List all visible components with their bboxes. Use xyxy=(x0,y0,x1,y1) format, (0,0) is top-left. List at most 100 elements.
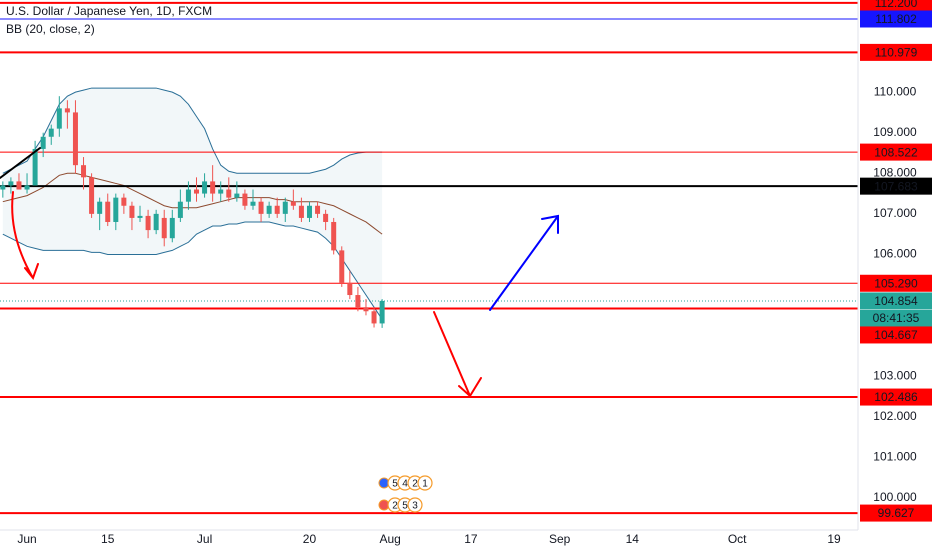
level-label: 112.200 xyxy=(875,0,918,10)
event-count: 1 xyxy=(422,479,428,490)
candle-body xyxy=(282,201,288,214)
candle-body xyxy=(242,193,248,206)
candle-body xyxy=(218,189,224,194)
candle-body xyxy=(210,181,216,194)
event-count: 5 xyxy=(392,479,398,490)
y-tick-label: 102.000 xyxy=(873,409,917,423)
candle-body xyxy=(8,181,14,186)
candle-body xyxy=(169,217,175,239)
y-tick-label: 107.000 xyxy=(873,206,917,220)
candle-body xyxy=(323,213,329,222)
candle-body xyxy=(234,193,240,198)
level-label-box xyxy=(860,43,932,61)
y-tick-label: 103.000 xyxy=(873,368,917,382)
x-tick-label: 19 xyxy=(827,532,841,546)
level-label: 105.290 xyxy=(874,276,918,290)
countdown-box xyxy=(860,309,932,327)
x-tick-label: Sep xyxy=(549,532,571,546)
x-tick-label: 15 xyxy=(101,532,115,546)
candle-body xyxy=(64,108,70,113)
event-count: 5 xyxy=(402,501,408,512)
arrow-down xyxy=(433,311,482,398)
bollinger-basis xyxy=(2,172,383,235)
x-tick-label: Aug xyxy=(380,532,401,546)
candle-body xyxy=(315,205,321,214)
level-label-box xyxy=(860,10,932,28)
candle-body xyxy=(371,311,377,324)
trend-line xyxy=(0,147,41,179)
level-label: 110.979 xyxy=(875,46,918,60)
candle-body xyxy=(81,165,87,178)
event-count: 4 xyxy=(402,479,408,490)
candle-body xyxy=(56,108,62,129)
y-tick-label: 108.000 xyxy=(873,165,917,179)
y-tick-label: 110.000 xyxy=(874,84,917,98)
y-tick-label: 106.000 xyxy=(873,247,917,261)
candle-body xyxy=(339,250,345,283)
y-tick-label: 101.000 xyxy=(873,450,917,464)
level-label-box xyxy=(860,0,932,12)
x-tick-label: 17 xyxy=(464,532,478,546)
candle-body xyxy=(347,282,353,296)
candle-body xyxy=(363,307,369,312)
candle-body xyxy=(89,177,95,214)
candle-body xyxy=(379,300,385,324)
level-label: 102.486 xyxy=(874,390,918,404)
indicator-label: BB (20, close, 2) xyxy=(6,22,95,36)
candle-body xyxy=(129,205,135,218)
candle-body xyxy=(145,215,151,231)
level-label: 104.667 xyxy=(874,328,918,342)
candle-body xyxy=(121,197,127,206)
candle-body xyxy=(97,201,103,214)
event-count: 2 xyxy=(412,479,418,490)
y-tick-label: 100.000 xyxy=(873,490,917,504)
candle-body xyxy=(153,213,159,231)
candle-body xyxy=(290,201,296,206)
candle-body xyxy=(16,181,22,190)
event-marker xyxy=(407,497,423,513)
candle-body xyxy=(298,205,304,218)
candle-body xyxy=(32,148,38,186)
level-label-box xyxy=(860,177,932,195)
x-tick-label: Jul xyxy=(197,532,212,546)
candle-body xyxy=(105,201,111,222)
candle-body xyxy=(266,205,272,214)
bollinger-lower xyxy=(2,221,383,320)
x-tick-label: Jun xyxy=(17,532,36,546)
candle-body xyxy=(0,185,6,190)
level-label-box xyxy=(860,274,932,292)
candle-body xyxy=(72,112,78,166)
candle-body xyxy=(185,189,191,202)
arrow-down xyxy=(11,191,39,281)
band-fill xyxy=(2,88,383,320)
level-label: 111.802 xyxy=(875,12,917,26)
countdown-label: 08:41:35 xyxy=(873,311,920,325)
candle-body xyxy=(250,201,256,206)
y-tick-label: 109.000 xyxy=(873,125,917,139)
level-label-box xyxy=(860,504,932,522)
event-count: 2 xyxy=(392,501,398,512)
candle-body xyxy=(202,181,208,194)
candle-body xyxy=(306,205,312,218)
level-label-box xyxy=(860,326,932,344)
annotations xyxy=(0,147,559,398)
level-label: 107.683 xyxy=(874,179,918,193)
last-price-label-box xyxy=(860,292,932,310)
candle-body xyxy=(48,128,54,137)
candle-body xyxy=(177,201,183,218)
candle-body xyxy=(40,136,46,149)
candle-body xyxy=(258,201,264,214)
level-label-box xyxy=(860,143,932,161)
last-price-label: 104.854 xyxy=(874,294,918,308)
candle-body xyxy=(226,189,232,198)
level-label: 99.627 xyxy=(878,506,915,520)
candle-body xyxy=(113,197,119,222)
event-count: 3 xyxy=(412,501,418,512)
plot-area xyxy=(0,1,858,515)
chart-title: U.S. Dollar / Japanese Yen, 1D, FXCM xyxy=(6,4,212,18)
x-tick-label: 14 xyxy=(626,532,640,546)
candle-body xyxy=(194,189,200,194)
level-label: 108.522 xyxy=(874,145,918,159)
